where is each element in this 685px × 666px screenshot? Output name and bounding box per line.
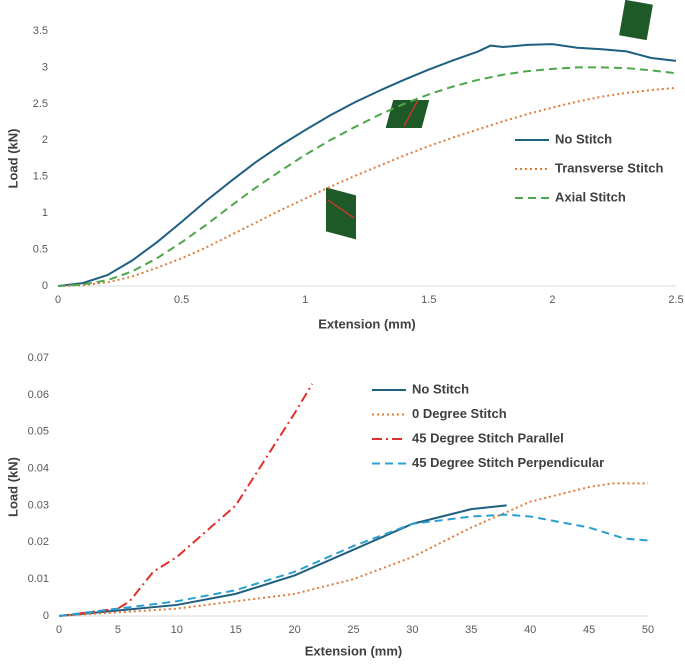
legend-label: No Stitch bbox=[412, 381, 469, 396]
legend-label: Transverse Stitch bbox=[555, 160, 663, 175]
y-axis-title: Load (kN) bbox=[5, 457, 20, 517]
x-tick-label: 10 bbox=[171, 624, 183, 636]
y-tick-label: 0.05 bbox=[28, 426, 49, 438]
series-line bbox=[58, 504, 507, 617]
y-tick-label: 0 bbox=[43, 610, 49, 622]
y-tick-label: 0.02 bbox=[28, 536, 49, 548]
x-axis-title: Extension (mm) bbox=[305, 643, 403, 658]
x-tick-label: 1 bbox=[302, 294, 308, 306]
specimen-image bbox=[326, 0, 653, 240]
y-tick-label: 0 bbox=[42, 280, 48, 292]
y-tick-label: 0.07 bbox=[28, 352, 49, 364]
y-tick-label: 1 bbox=[42, 207, 48, 219]
series-line bbox=[57, 43, 677, 287]
series-line bbox=[58, 482, 648, 617]
legend-label: No Stitch bbox=[555, 131, 612, 146]
x-tick-label: 5 bbox=[115, 624, 121, 636]
x-tick-label: 20 bbox=[288, 624, 300, 636]
y-tick-label: 1.5 bbox=[33, 171, 48, 183]
x-tick-label: 2 bbox=[549, 294, 555, 306]
x-tick-label: 2.5 bbox=[668, 294, 683, 306]
y-tick-label: 0.03 bbox=[28, 499, 49, 511]
legend-label: Axial Stitch bbox=[555, 189, 626, 204]
series-line bbox=[57, 66, 677, 287]
x-tick-label: 45 bbox=[583, 624, 595, 636]
x-axis-title: Extension (mm) bbox=[318, 316, 416, 331]
y-tick-label: 0.04 bbox=[28, 462, 49, 474]
series-line bbox=[57, 86, 677, 287]
y-tick-label: 3 bbox=[42, 61, 48, 73]
y-tick-label: 3.5 bbox=[33, 25, 48, 37]
series-line bbox=[58, 513, 649, 617]
y-tick-label: 2.5 bbox=[33, 98, 48, 110]
legend-label: 45 Degree Stitch Perpendicular bbox=[412, 455, 604, 470]
legend-label: 45 Degree Stitch Parallel bbox=[412, 430, 564, 445]
x-tick-label: 30 bbox=[406, 624, 418, 636]
legend-label: 0 Degree Stitch bbox=[412, 406, 507, 421]
y-tick-label: 0.5 bbox=[33, 243, 48, 255]
x-tick-label: 50 bbox=[642, 624, 654, 636]
x-tick-label: 0.5 bbox=[174, 294, 189, 306]
y-tick-label: 2 bbox=[42, 134, 48, 146]
y-axis-title: Load (kN) bbox=[5, 129, 20, 189]
x-tick-label: 15 bbox=[230, 624, 242, 636]
y-tick-label: 0.06 bbox=[28, 389, 49, 401]
x-tick-label: 25 bbox=[347, 624, 359, 636]
y-tick-label: 0.01 bbox=[28, 573, 49, 585]
series-line bbox=[58, 383, 314, 617]
x-tick-label: 1.5 bbox=[421, 294, 436, 306]
x-tick-label: 0 bbox=[56, 624, 62, 636]
x-tick-label: 0 bbox=[55, 294, 61, 306]
x-tick-label: 35 bbox=[465, 624, 477, 636]
x-tick-label: 40 bbox=[524, 624, 536, 636]
